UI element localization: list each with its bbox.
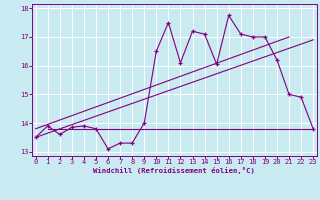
X-axis label: Windchill (Refroidissement éolien,°C): Windchill (Refroidissement éolien,°C)	[93, 167, 255, 174]
